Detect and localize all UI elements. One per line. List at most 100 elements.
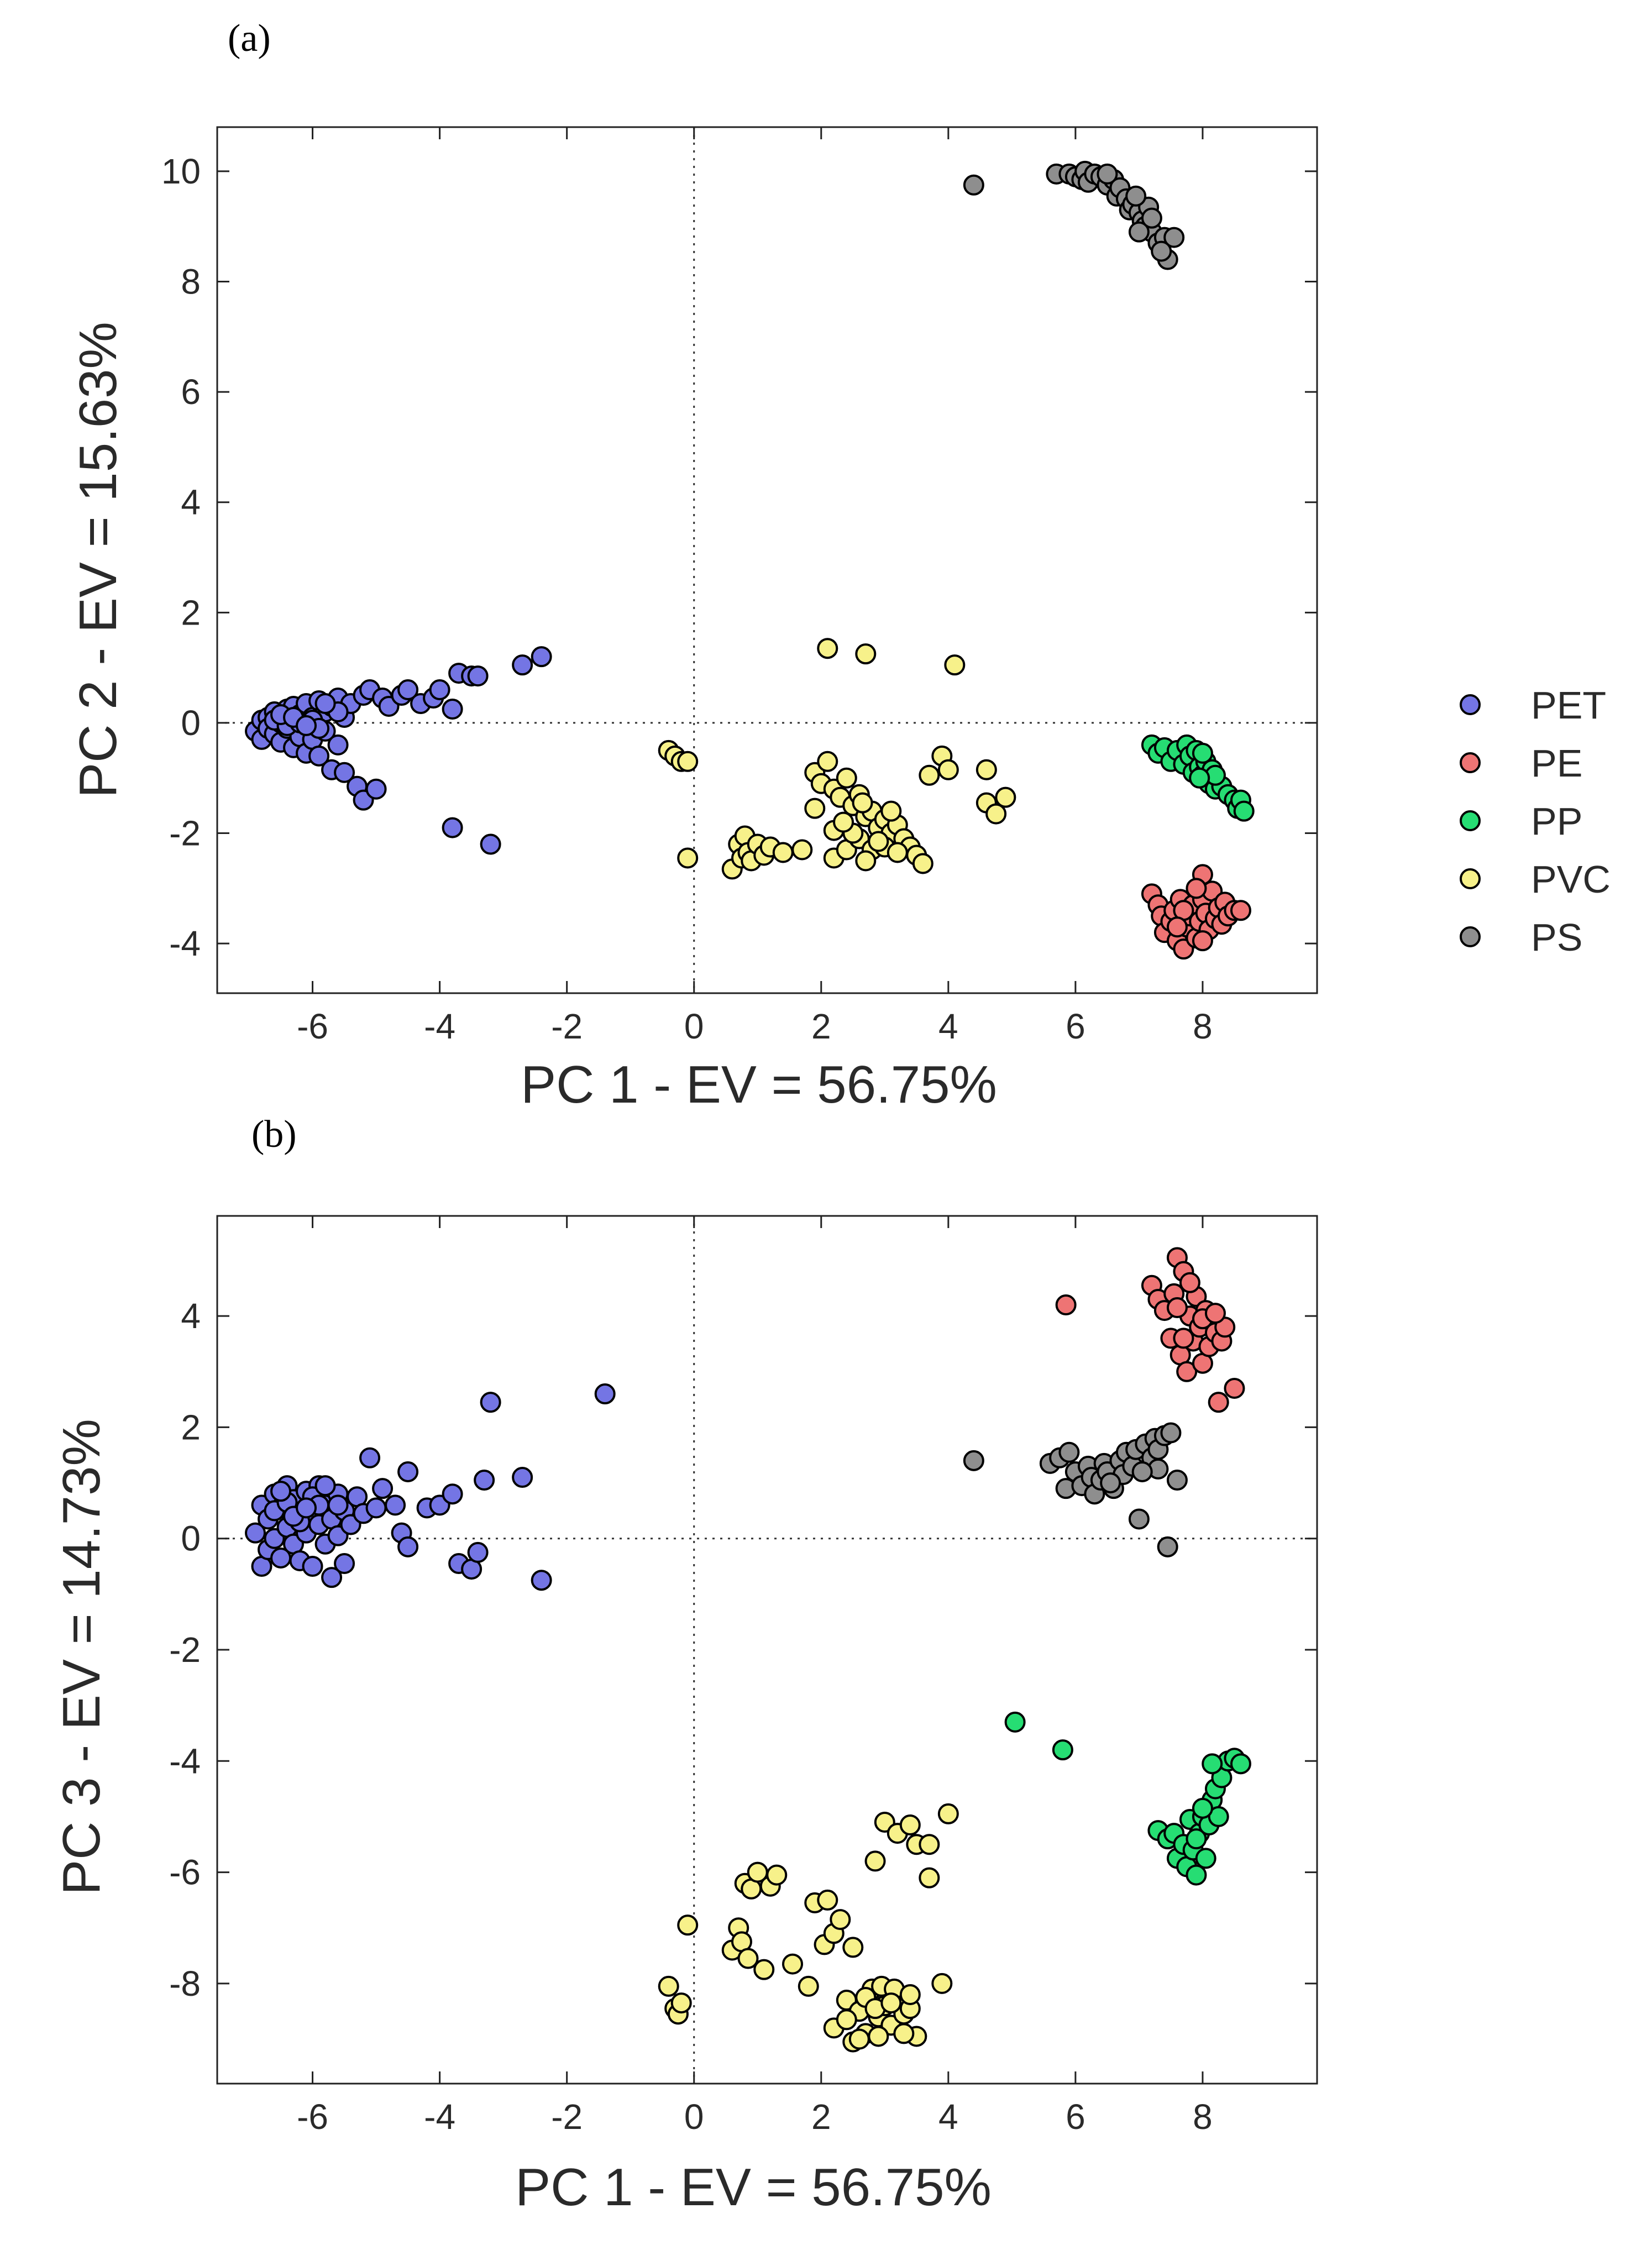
panel-b-point-pvc [658,1975,679,1997]
legend-label-pet: PET [1531,684,1606,727]
panel-a-y-tick-label: -2 [169,814,201,853]
panel-a-y-tick-label: -4 [169,924,201,963]
panel-b-point-pvc [817,1889,838,1911]
panel-b-point-pvc [937,1803,959,1824]
panel-b-point-pvc [766,1864,788,1886]
panel-b-point-ps [1100,1472,1121,1494]
panel-a-x-tick-label: -2 [551,1006,583,1046]
panel-a-x-axis-title: PC 1 - EV = 56.75% [521,1055,997,1114]
panel-a-point-ps [1125,185,1147,207]
panel-b-point-pe [1204,1303,1226,1324]
panel-a-point-pvc [976,759,997,780]
panel-b-y-tick-label: -2 [169,1630,201,1670]
panel-b-point-pp [1208,1806,1229,1827]
panel-a-point-pet [327,734,349,756]
panel-b-point-pp [1192,1797,1213,1819]
panel-b-point-pet [512,1467,533,1488]
panel-a-point-pet [442,817,463,838]
panel-b-point-pe [1224,1377,1245,1399]
panel-b-point-pet [245,1522,266,1544]
panel-b-y-tick-label: -4 [169,1741,201,1781]
panel-b-point-pvc [670,1992,692,2014]
panel-a-y-tick-label: 10 [161,151,201,191]
panel-b-y-tick-label: -6 [169,1853,201,1892]
panel-b-point-pet [365,1497,387,1519]
panel-b-point-pet [594,1383,616,1405]
panel-b-point-pvc [836,2009,857,2031]
panel-b-point-pet [442,1483,463,1505]
panel-a-point-pvc [880,800,902,822]
panel-b-point-pet [531,1570,552,1591]
panel-a-y-tick-label: 2 [181,592,201,632]
panel-a-point-pvc [995,786,1016,808]
panel-a-series-ps [963,160,1185,270]
panel-a-point-pet [334,762,355,783]
panel-b-point-pet [314,1475,336,1497]
panel-a-point-pet [531,646,552,668]
legend-marker-pvc [1460,868,1481,889]
panel-b-points [245,1247,1251,2053]
panel-a-point-pvc [677,751,699,772]
panel-b-point-pe [1208,1392,1229,1413]
panel-b-point-pet [474,1470,495,1491]
panel-b-point-pp [1052,1739,1073,1761]
panel-b-label: (b) [251,1113,297,1156]
panel-b-point-pvc [899,1984,921,2005]
panel-a-label: (a) [228,17,271,60]
panel-b-point-pe [1179,1272,1200,1293]
panel-a-point-pvc [772,842,794,863]
panel-b-point-pvc [842,1937,864,1958]
panel-a-point-pe [1166,916,1188,938]
panel-a-x-tick-label: -4 [424,1006,455,1046]
panel-b-plot-frame [216,1215,1318,2085]
panel-a-point-ps [1097,163,1118,185]
panel-a-point-pe [1186,878,1207,899]
panel-a-series-pet [245,646,552,855]
panel-b-point-pvc [919,1867,940,1889]
panel-b-point-pe [1166,1297,1188,1319]
panel-a-y-tick-label: 0 [181,703,201,743]
panel-a-zero-lines [217,127,1317,993]
panel-a-plot-frame [216,126,1318,994]
panel-b-point-pvc [868,2026,889,2047]
panel-b-series-pe [1055,1247,1245,1413]
panel-a-x-tick-label: -6 [297,1006,328,1046]
panel-b-point-pvc [880,1992,902,2014]
panel-a-point-pvc [836,767,857,789]
panel-b-point-pet [467,1541,489,1563]
legend-marker-pe [1460,752,1481,773]
panel-b-point-pvc [677,1914,699,1936]
panel-b-x-tick-label: 2 [811,2097,831,2137]
panel-b-series-pp [1004,1711,1251,1886]
panel-a-point-pvc [677,847,699,869]
panel-a-point-pvc [817,751,838,772]
panel-b-point-pet [480,1392,501,1413]
panel-a-point-pvc [985,803,1007,825]
panel-b-x-tick-label: -4 [424,2097,455,2137]
panel-b-zero-lines [217,1216,1317,2084]
panel-b-point-pp [1202,1753,1223,1775]
panel-b-x-tick-label: 8 [1193,2097,1213,2137]
panel-a-point-pet [397,679,419,701]
panel-a-point-pe [1192,930,1213,952]
panel-b-y-tick-label: 2 [181,1407,201,1447]
panel-b-point-ps [963,1450,984,1471]
panel-a-point-pet [512,654,533,676]
panel-a-y-tick-label: 8 [181,261,201,301]
panel-b-ticks: -6 -4 -2 0 2 4 6 8 -8 -6 -4 -2 0 2 4 [169,1216,1317,2137]
panel-b-point-pp [1186,1864,1207,1886]
panel-a-point-pet [467,665,489,687]
panel-a-point-pvc [855,850,877,872]
panel-b: (b) -6 -4 -2 0 2 4 6 8 -8 -6 -4 -2 0 2 4 PC 1 - EV = 5… [52,1113,1318,2217]
panel-a-x-tick-label: 6 [1066,1006,1085,1046]
panel-a-point-pvc [852,792,873,814]
legend-marker-pet [1460,694,1481,715]
legend-item-pet: PET [1460,684,1606,727]
panel-a-point-ps [963,174,984,196]
panel-b-y-tick-label: 0 [181,1519,201,1559]
panel-a-y-axis-title: PC 2 - EV = 15.63% [69,322,128,798]
panel-b-y-tick-label: 4 [181,1296,201,1336]
panel-b-point-pvc [798,1975,819,1997]
panel-a: (a) -6 -4 -2 0 2 4 6 8 -4 -2 0 2 4 6 8 10 PC 1 - EV = 5… [69,17,1318,1114]
panel-a-ticks: -6 -4 -2 0 2 4 6 8 -4 -2 0 2 4 6 8 10 [161,127,1317,1046]
